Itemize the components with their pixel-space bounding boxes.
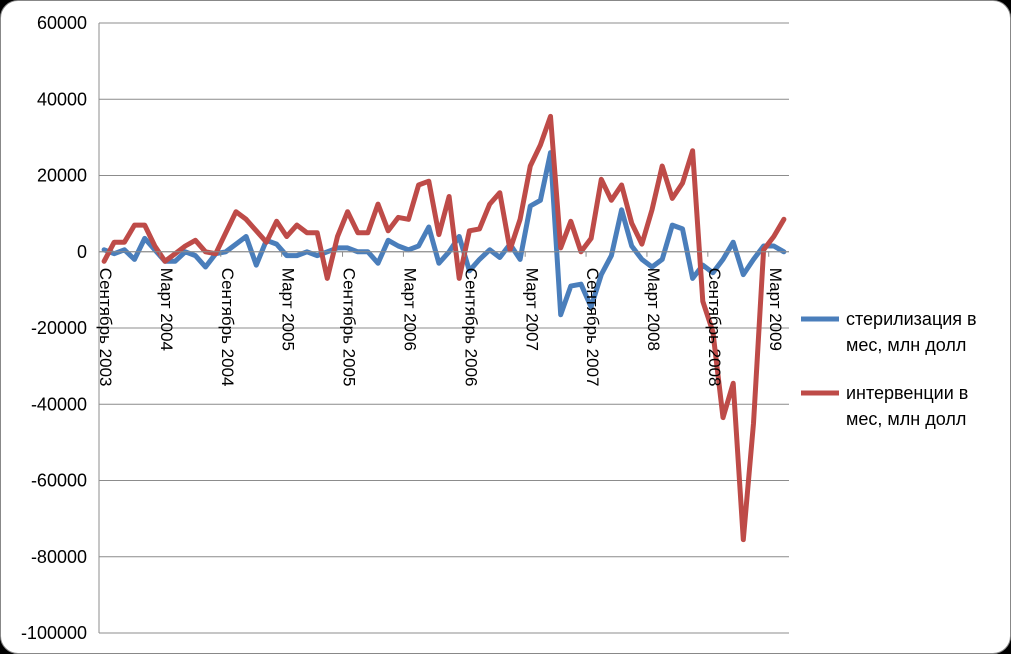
- x-tick-label: Март 2006: [401, 268, 420, 351]
- legend: стерилизация в мес, млн долл интервенции…: [801, 309, 977, 429]
- y-axis-ticks: 60000 40000 20000 0 -20000 -40000 -60000 -80000…: [21, 13, 87, 643]
- x-tick-label: Сентябрь 2007: [583, 268, 602, 387]
- x-tick-label: Сентябрь 2008: [705, 268, 724, 387]
- grid-layer: [98, 22, 789, 634]
- x-tick-label: Сентябрь 2004: [218, 268, 237, 387]
- x-tick-label: Март 2005: [279, 268, 298, 351]
- series-layer: [101, 113, 787, 543]
- x-tick-label: Март 2004: [157, 268, 176, 351]
- legend-label-interventions-line1: интервенции в: [846, 383, 968, 403]
- y-tick-label: 20000: [37, 166, 87, 186]
- y-tick-label: -100000: [21, 623, 87, 643]
- x-axis-ticks: Сентябрь 2003 Март 2004 Сентябрь 2004 Март …: [96, 268, 785, 387]
- x-tick-label: Сентябрь 2003: [96, 268, 115, 387]
- series-line-interventions: [101, 113, 787, 543]
- legend-label-sterilization-line2: мес, млн долл: [846, 335, 966, 355]
- y-tick-label: 40000: [37, 89, 87, 109]
- x-tick-label: Март 2009: [766, 268, 785, 351]
- x-tick-label: Сентябрь 2006: [461, 268, 480, 387]
- y-tick-label: 60000: [37, 13, 87, 33]
- legend-label-interventions-line2: мес, млн долл: [846, 409, 966, 429]
- y-tick-label: 0: [77, 242, 87, 262]
- legend-label-sterilization-line1: стерилизация в: [846, 309, 977, 329]
- x-axis: [98, 251, 789, 257]
- x-tick-label: Сентябрь 2005: [340, 268, 359, 387]
- y-tick-label: -80000: [31, 547, 87, 567]
- x-tick-label: Март 2008: [644, 268, 663, 351]
- y-tick-label: -20000: [31, 318, 87, 338]
- y-tick-label: -40000: [31, 394, 87, 414]
- x-tick-label: Март 2007: [522, 268, 541, 351]
- y-tick-label: -60000: [31, 471, 87, 491]
